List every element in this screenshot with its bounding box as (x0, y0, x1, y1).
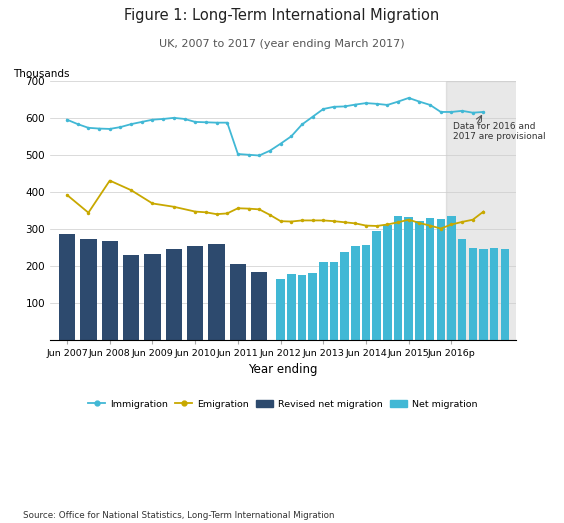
Bar (276, 279, 285, 339)
Bar (298, 275, 306, 339)
X-axis label: Year ending: Year ending (248, 363, 318, 376)
Bar (394, 216, 402, 339)
Bar (404, 217, 413, 339)
Bar (437, 219, 445, 339)
Bar (469, 248, 477, 339)
Bar (251, 272, 267, 339)
Bar (415, 221, 424, 339)
Text: Thousands: Thousands (13, 69, 69, 79)
Bar (372, 232, 381, 339)
Bar (458, 239, 466, 339)
Bar (351, 246, 360, 339)
Bar (80, 239, 96, 339)
Bar (209, 244, 224, 339)
Bar (123, 255, 139, 339)
Bar (426, 218, 434, 339)
Bar (362, 245, 371, 339)
Bar (341, 252, 349, 339)
Bar (187, 245, 203, 339)
Bar (144, 254, 161, 339)
Bar (287, 274, 296, 339)
Bar (230, 264, 246, 339)
Bar (447, 216, 456, 339)
Legend: Immigration, Emigration, Revised net migration, Net migration: Immigration, Emigration, Revised net mig… (84, 396, 481, 412)
Bar (446, 82, 520, 339)
Bar (330, 263, 338, 339)
Bar (479, 249, 488, 339)
Bar (490, 248, 499, 339)
Text: Figure 1: Long-Term International Migration: Figure 1: Long-Term International Migrat… (125, 8, 439, 23)
Bar (309, 273, 317, 339)
Text: UK, 2007 to 2017 (year ending March 2017): UK, 2007 to 2017 (year ending March 2017… (159, 39, 405, 49)
Text: Source: Office for National Statistics, Long-Term International Migration: Source: Office for National Statistics, … (23, 511, 334, 520)
Bar (102, 242, 118, 339)
Bar (59, 234, 75, 339)
Bar (501, 249, 509, 339)
Bar (383, 225, 391, 339)
Bar (319, 262, 328, 339)
Text: Data for 2016 and
2017 are provisional: Data for 2016 and 2017 are provisional (452, 122, 545, 141)
Bar (166, 249, 182, 339)
